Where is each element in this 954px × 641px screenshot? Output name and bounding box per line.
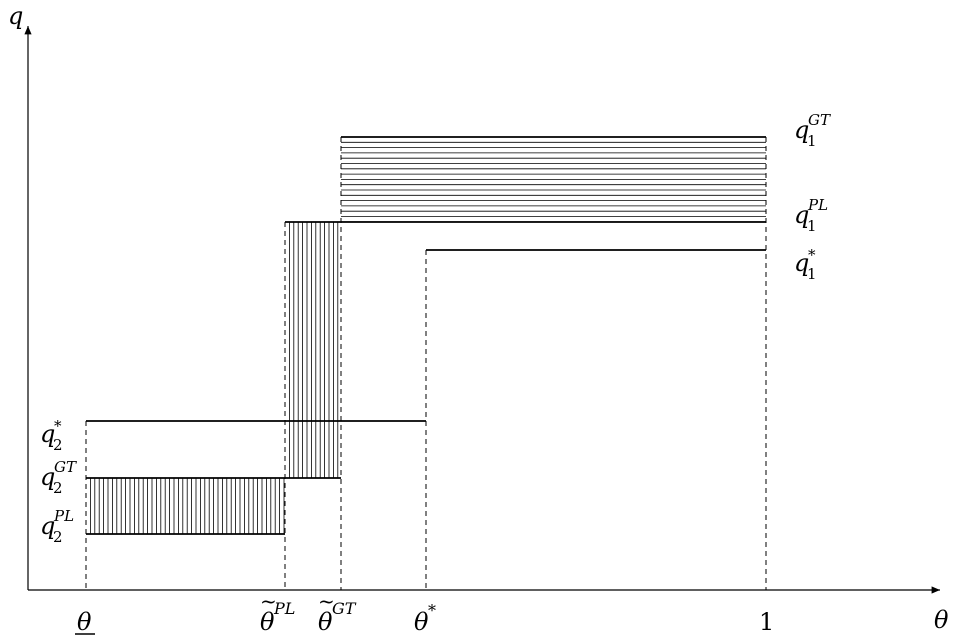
label-q2-star: q 2 *: [40, 417, 63, 454]
y-axis-label: q: [8, 2, 23, 30]
tick-theta-tilde-pl-text: θ: [260, 608, 275, 636]
tick-theta-star-text: θ: [414, 608, 429, 636]
q2-vertical-hatch-region: [90, 478, 285, 534]
label-q1-pl: q 1 PL: [794, 196, 828, 235]
label-q2-star-base: q: [40, 420, 55, 448]
tick-theta-tilde-gt-sup: GT: [332, 599, 357, 618]
label-q2-gt: q 2 GT: [40, 458, 77, 497]
label-q2-pl: q 2 PL: [40, 507, 74, 546]
q1-horizontal-hatch-region: [341, 141, 766, 223]
tick-one: 1: [759, 608, 774, 636]
tick-theta-tilde-gt-tilde: ~: [318, 589, 335, 613]
label-q1-star-sup: *: [808, 246, 816, 264]
label-q1-star-base: q: [794, 249, 809, 277]
label-q2-gt-base: q: [40, 463, 55, 491]
tick-theta-tilde-pl: ~ θ PL: [260, 589, 295, 636]
label-q1-gt-base: q: [794, 116, 809, 144]
label-q2-pl-sup: PL: [53, 507, 74, 525]
tick-theta-low-text: θ: [77, 608, 92, 636]
label-q1-gt-sup: GT: [808, 111, 831, 129]
label-q2-pl-base: q: [40, 512, 55, 540]
label-q2-star-sub: 2: [53, 436, 63, 454]
tick-theta-tilde-gt: ~ θ GT: [318, 589, 357, 636]
tick-theta-low: θ: [75, 608, 95, 636]
tick-theta-tilde-pl-tilde: ~: [260, 589, 277, 613]
label-q1-pl-sup: PL: [807, 196, 828, 214]
label-q2-star-sup: *: [54, 417, 62, 435]
tick-theta-tilde-pl-sup: PL: [273, 599, 295, 618]
tick-theta-star-sup: *: [428, 601, 436, 620]
label-q1-star-sub: 1: [807, 265, 817, 283]
middle-vertical-hatch-region: [288, 222, 339, 478]
x-axis-label: θ: [934, 606, 949, 634]
label-q1-gt-sub: 1: [807, 132, 817, 150]
label-q2-gt-sub: 2: [53, 479, 63, 497]
label-q1-gt: q 1 GT: [794, 111, 831, 150]
tick-one-text: 1: [759, 608, 774, 636]
tick-theta-star: θ *: [414, 601, 436, 636]
tick-theta-tilde-gt-text: θ: [318, 608, 333, 636]
label-q1-pl-sub: 1: [807, 217, 817, 235]
label-q1-star: q 1 *: [794, 246, 817, 283]
label-q1-pl-base: q: [794, 201, 809, 229]
label-q2-gt-sup: GT: [54, 458, 77, 476]
label-q2-pl-sub: 2: [53, 528, 63, 546]
